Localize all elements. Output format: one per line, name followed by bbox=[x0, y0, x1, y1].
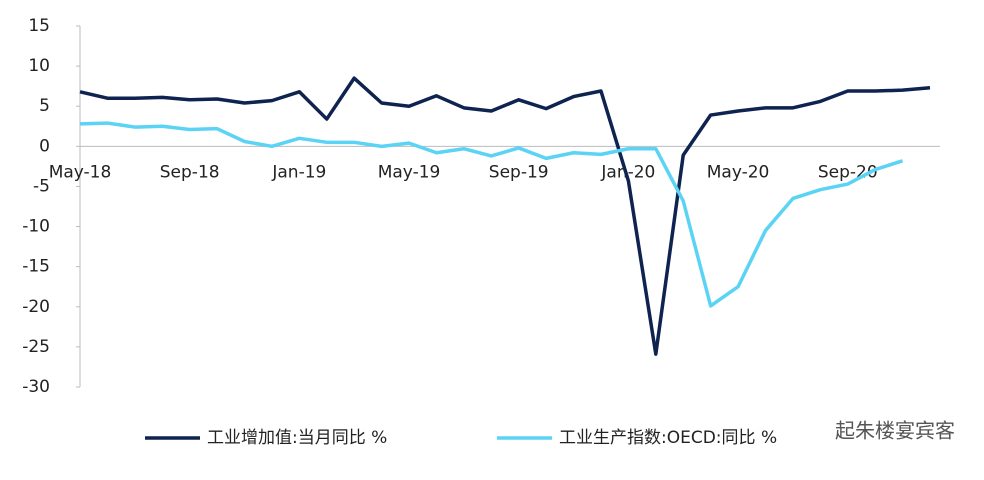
x-tick-label: Sep-19 bbox=[489, 162, 549, 182]
legend-label: 工业生产指数:OECD:同比 % bbox=[559, 428, 777, 448]
y-tick-label: -30 bbox=[22, 377, 50, 397]
legend-label: 工业增加值:当月同比 % bbox=[207, 428, 387, 448]
y-tick-label: -20 bbox=[22, 297, 50, 317]
y-tick-label: -15 bbox=[22, 257, 50, 277]
y-tick-label: -25 bbox=[22, 337, 50, 357]
x-tick-label: Sep-18 bbox=[160, 162, 220, 182]
x-tick-label: May-19 bbox=[378, 162, 441, 182]
y-tick-label: 0 bbox=[39, 136, 50, 156]
series-line bbox=[79, 121, 904, 308]
y-tick-label: -5 bbox=[33, 176, 50, 196]
y-tick-label: 5 bbox=[39, 96, 50, 116]
x-tick-label: Jan-20 bbox=[600, 162, 655, 182]
y-tick-label: 10 bbox=[28, 56, 50, 76]
watermark: 起朱楼宴宾客 bbox=[835, 419, 955, 443]
series-line bbox=[79, 76, 931, 356]
x-tick-label: May-18 bbox=[49, 162, 112, 182]
y-tick-label: 15 bbox=[28, 16, 50, 36]
y-tick-label: -10 bbox=[22, 217, 50, 237]
x-tick-label: May-20 bbox=[707, 162, 770, 182]
x-tick-label: Jan-19 bbox=[271, 162, 326, 182]
